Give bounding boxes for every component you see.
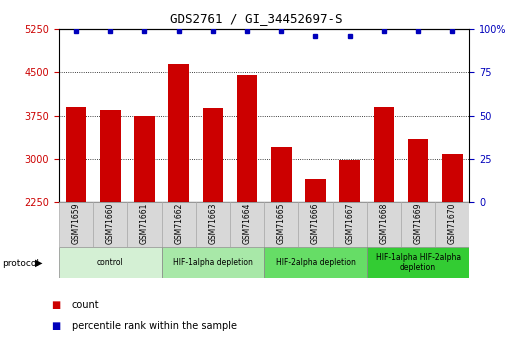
Bar bbox=[340, 160, 360, 202]
Text: GSM71663: GSM71663 bbox=[208, 203, 218, 244]
Text: GSM71659: GSM71659 bbox=[72, 203, 81, 244]
Text: GSM71662: GSM71662 bbox=[174, 203, 183, 244]
Bar bbox=[230, 202, 264, 247]
Bar bbox=[196, 202, 230, 247]
Bar bbox=[162, 247, 264, 278]
Text: GSM71668: GSM71668 bbox=[380, 203, 388, 244]
Bar bbox=[168, 64, 189, 202]
Bar bbox=[264, 202, 299, 247]
Text: control: control bbox=[97, 258, 124, 267]
Text: ■: ■ bbox=[51, 300, 61, 310]
Text: GSM71666: GSM71666 bbox=[311, 203, 320, 244]
Bar bbox=[100, 110, 121, 202]
Text: percentile rank within the sample: percentile rank within the sample bbox=[72, 321, 237, 331]
Bar bbox=[59, 247, 162, 278]
Text: protocol: protocol bbox=[3, 259, 40, 268]
Bar bbox=[367, 202, 401, 247]
Bar bbox=[401, 202, 435, 247]
Bar bbox=[367, 247, 469, 278]
Text: ■: ■ bbox=[51, 321, 61, 331]
Text: count: count bbox=[72, 300, 100, 310]
Text: GDS2761 / GI_34452697-S: GDS2761 / GI_34452697-S bbox=[170, 12, 343, 25]
Text: HIF-2alpha depletion: HIF-2alpha depletion bbox=[275, 258, 356, 267]
Text: GSM71664: GSM71664 bbox=[243, 203, 251, 244]
Text: HIF-1alpha depletion: HIF-1alpha depletion bbox=[173, 258, 253, 267]
Bar bbox=[66, 107, 86, 202]
Bar bbox=[237, 75, 258, 202]
Bar bbox=[442, 155, 463, 202]
Bar bbox=[373, 107, 394, 202]
Bar bbox=[59, 202, 93, 247]
Text: GSM71670: GSM71670 bbox=[448, 203, 457, 244]
Bar bbox=[299, 202, 332, 247]
Bar bbox=[435, 202, 469, 247]
Bar bbox=[408, 139, 428, 202]
Bar bbox=[203, 108, 223, 202]
Text: HIF-1alpha HIF-2alpha
depletion: HIF-1alpha HIF-2alpha depletion bbox=[376, 253, 461, 272]
Bar bbox=[93, 202, 127, 247]
Text: GSM71661: GSM71661 bbox=[140, 203, 149, 244]
Bar bbox=[264, 247, 367, 278]
Text: ▶: ▶ bbox=[35, 258, 43, 268]
Text: GSM71660: GSM71660 bbox=[106, 203, 115, 244]
Bar bbox=[332, 202, 367, 247]
Bar bbox=[305, 179, 326, 202]
Bar bbox=[271, 147, 291, 202]
Text: GSM71665: GSM71665 bbox=[277, 203, 286, 244]
Text: GSM71669: GSM71669 bbox=[413, 203, 423, 244]
Bar bbox=[134, 116, 155, 202]
Bar bbox=[127, 202, 162, 247]
Bar bbox=[162, 202, 196, 247]
Text: GSM71667: GSM71667 bbox=[345, 203, 354, 244]
